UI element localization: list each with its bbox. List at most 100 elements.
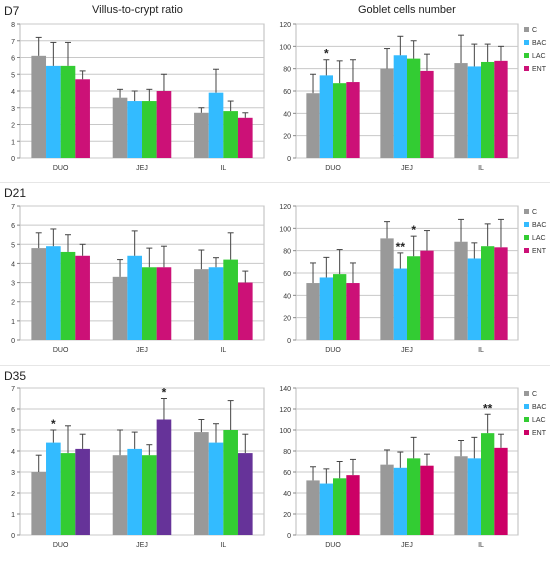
bar-bac-jej [393,55,407,159]
chart-svg-d21-vc: 0 1 2 3 4 5 6 7 DUO JEJ IL [11,204,265,354]
legend-swatch [524,235,529,240]
bar-c-duo [306,283,320,340]
legend-swatch [524,430,529,435]
chart-d35-goblet-cells: 0 20 40 60 80 100 120 140 ** DUO JEJ IL C BAC LAC ENT [270,382,550,557]
legend-label: ENT [532,66,547,73]
bar-lac-il [223,111,238,158]
x-category-label: DUO [53,347,69,354]
chart-d35-villus-crypt: 0 1 2 3 4 5 6 7 * * DUO JEJ IL [0,382,270,557]
x-category-label: JEJ [136,347,148,354]
y-tick-label: 0 [11,338,15,345]
legend-swatch [524,417,529,422]
y-tick-label: 20 [283,316,291,323]
bar-bac-duo [319,483,333,535]
x-category-label: DUO [325,542,341,549]
y-tick-label: 1 [11,319,15,326]
y-tick-label: 6 [11,56,15,63]
x-category-label: IL [478,347,484,354]
bar-c-il [194,112,209,158]
x-category-label: DUO [325,165,341,172]
row-label-d35: D35 [4,369,27,383]
y-tick-label: 100 [279,428,291,435]
legend-label: ENT [532,248,547,255]
legend-swatch [524,248,529,253]
bar-lac-duo [333,83,347,158]
significance-star: * [51,417,56,431]
chart-svg-d7-gc: 0 20 40 60 80 100 120 * DUO JEJ IL C BAC LAC ENT [279,22,547,172]
bar-c-il [454,63,468,159]
bar-ent-duo [75,448,90,535]
bar-bac-duo [319,75,333,158]
bar-lac-duo [333,274,347,340]
bar-ent-duo [75,255,90,340]
bar-ent-duo [346,82,360,158]
y-tick-label: 5 [11,428,15,435]
legend-label: C [532,27,537,34]
bar-lac-jej [142,267,157,340]
y-tick-label: 80 [283,449,291,456]
bar-ent-duo [75,79,90,158]
y-tick-label: 80 [283,249,291,256]
x-category-label: JEJ [401,542,413,549]
y-tick-label: 140 [279,386,291,393]
y-tick-label: 0 [287,338,291,345]
y-tick-label: 1 [11,139,15,146]
legend-label: C [532,391,537,398]
bar-lac-jej [407,256,421,340]
x-category-label: DUO [53,542,69,549]
legend-label: C [532,209,537,216]
bar-c-jej [380,464,394,535]
legend-swatch [524,53,529,58]
y-tick-label: 2 [11,123,15,130]
row-label-d21: D21 [4,186,27,200]
y-tick-label: 0 [11,156,15,163]
y-tick-label: 3 [11,470,15,477]
bar-lac-jej [142,455,157,535]
x-category-label: IL [478,542,484,549]
y-tick-label: 0 [287,533,291,540]
bar-lac-duo [60,251,76,340]
legend-label: BAC [532,222,546,229]
x-category-label: IL [220,347,226,354]
bar-lac-il [481,61,495,158]
bar-c-il [194,432,209,535]
chart-d7-goblet-cells: 0 20 40 60 80 100 120 * DUO JEJ IL C BAC LAC ENT [270,18,550,180]
y-tick-label: 3 [11,281,15,288]
y-tick-label: 5 [11,72,15,79]
bar-ent-il [494,60,508,158]
bar-lac-jej [407,458,421,535]
legend-label: LAC [532,235,546,242]
y-tick-label: 4 [11,89,15,96]
significance-star: * [324,47,329,61]
bar-ent-jej [156,419,172,535]
bar-c-jej [380,238,394,340]
y-tick-label: 100 [279,226,291,233]
y-tick-label: 0 [11,533,15,540]
legend-swatch [524,391,529,396]
row-divider-2 [0,365,550,366]
chart-d21-goblet-cells: 0 20 40 60 80 100 120 ** * DUO JEJ IL C BAC LAC ENT [270,200,550,362]
significance-star: * [411,223,416,237]
significance-star: ** [396,240,406,254]
bar-bac-jej [393,268,407,340]
bar-c-jej [112,276,128,340]
y-tick-label: 20 [283,512,291,519]
bar-c-duo [31,55,47,159]
bar-bac-il [467,458,481,535]
bar-lac-il [223,430,238,535]
y-tick-label: 40 [283,293,291,300]
bar-ent-il [494,447,508,535]
y-tick-label: 120 [279,22,291,29]
y-tick-label: 5 [11,242,15,249]
bar-c-duo [306,93,320,158]
bar-c-il [194,269,209,340]
bar-c-duo [31,248,47,340]
bar-c-il [454,241,468,340]
y-tick-label: 60 [283,271,291,278]
bar-c-duo [31,472,47,535]
bar-ent-il [237,282,253,340]
legend-label: LAC [532,417,546,424]
chart-svg-d35-vc: 0 1 2 3 4 5 6 7 * * DUO JEJ IL [11,386,265,549]
significance-star: * [162,386,167,400]
legend-swatch [524,40,529,45]
